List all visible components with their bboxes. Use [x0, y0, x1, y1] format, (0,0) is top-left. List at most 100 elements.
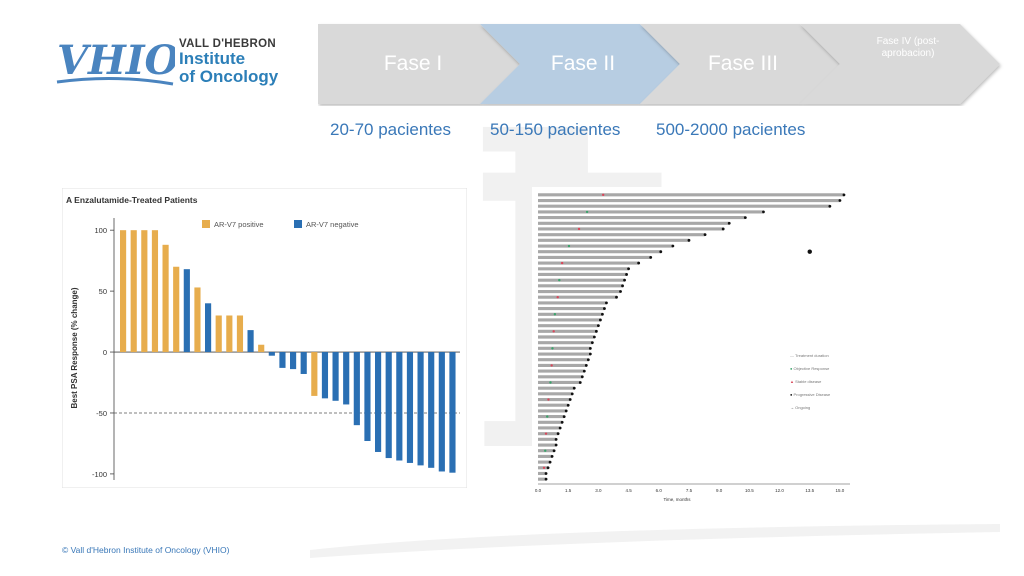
swimmer-end-marker — [619, 290, 622, 293]
chart-a-bar — [290, 352, 297, 370]
chart-a-ytick: -50 — [96, 409, 107, 418]
swimmer-end-marker — [649, 255, 653, 259]
chart-a-bar — [385, 352, 392, 459]
logo-line-3: of Oncology — [179, 66, 279, 86]
swimmer-end-marker — [580, 375, 584, 379]
swimmer-end-marker — [703, 233, 707, 237]
swimmer-end-marker — [603, 307, 606, 310]
chart-a-bar — [247, 330, 254, 353]
chart-a-ylabel: Best PSA Response (% change) — [70, 287, 79, 408]
swimmer-end-marker — [554, 437, 558, 441]
swimmer-end-marker — [671, 244, 675, 248]
swimmer-event-marker — [542, 466, 546, 469]
swimmer-end-marker — [578, 381, 582, 384]
phase-3-patients: 500-2000 pacientes — [656, 120, 806, 139]
chart-a-bar — [396, 352, 403, 461]
phase-chevron-3[interactable] — [640, 24, 840, 104]
swimmer-end-marker — [601, 312, 604, 316]
swimmer-event-marker — [601, 193, 605, 197]
swimmer-end-marker — [762, 210, 765, 214]
logo-line-2: Institute — [179, 49, 246, 69]
swimmer-end-marker — [727, 221, 731, 225]
chart-a-ytick: -100 — [92, 470, 107, 479]
chart-a-title: A Enzalutamide-Treated Patients — [66, 195, 198, 205]
phase-label-1: Fase I — [383, 52, 443, 75]
phase-chevron-2[interactable] — [480, 24, 680, 104]
chart-b-xtick: 3.0 — [595, 488, 602, 493]
phase-1-patients: 20-70 pacientes — [330, 120, 451, 139]
chart-a-bar — [162, 244, 169, 353]
psa-waterfall-chart: A Enzalutamide-Treated Patients Best PSA… — [61, 187, 468, 489]
swimmer-event-marker — [558, 278, 561, 282]
swimmer-end-marker — [556, 432, 560, 436]
swimmer-end-marker — [572, 386, 576, 390]
swimmer-end-marker — [588, 352, 592, 356]
swimmer-end-marker — [562, 415, 566, 419]
swimmer-end-marker — [687, 238, 691, 242]
swimmer-end-marker — [588, 346, 592, 350]
chart-a-bar — [343, 352, 350, 405]
chart-b-xtick: 12.0 — [775, 488, 784, 493]
chart-b-xtick: 1.5 — [565, 488, 572, 493]
chart-a-bar — [236, 315, 244, 353]
swimmer-end-marker — [625, 273, 628, 276]
vhio-logo: VHIO VALL D'HEBRON Institute of Oncology — [55, 18, 295, 98]
swimmer-end-marker — [554, 443, 558, 447]
swimmer-end-marker — [582, 369, 586, 373]
legend-item-response: ● Objective Response — [790, 366, 830, 371]
chart-a-bar — [151, 230, 159, 353]
legend-label-negative: AR-V7 negative — [306, 220, 359, 229]
swimmer-end-marker — [570, 392, 574, 396]
legend-item-ongoing: → Ongoing — [790, 405, 811, 410]
swimmer-end-marker — [594, 329, 598, 333]
swimmer-end-marker — [838, 199, 842, 202]
chart-b-xtick: 9.0 — [716, 488, 723, 493]
swimmer-end-marker — [568, 398, 572, 401]
chart-a-bar — [332, 352, 339, 401]
swimmer-end-marker — [566, 403, 570, 407]
swimmer-end-marker — [584, 364, 588, 367]
chart-a-bar — [226, 315, 233, 353]
vhio-mark-text: VHIO — [57, 37, 175, 84]
phase-2-patients: 50-150 pacientes — [490, 120, 621, 139]
legend-item-progressive: ● Progressive Disease — [790, 392, 831, 397]
vhio-logo-mark: VHIO — [56, 37, 175, 86]
phase-label-4: Fase IV (post-aprobacion) — [876, 36, 940, 59]
swimmer-event-marker — [550, 364, 553, 367]
phase-chevron-1[interactable] — [318, 24, 520, 104]
chart-a-bar — [215, 315, 222, 353]
chart-a-bar — [205, 303, 212, 353]
logo-line-1: VALL D'HEBRON — [179, 38, 276, 50]
chart-b-xtick: 10.5 — [745, 488, 754, 493]
swimmer-end-marker — [560, 420, 564, 424]
swimmer-event-marker — [551, 347, 554, 350]
swimmer-end-marker — [627, 267, 630, 271]
chart-a-bar — [375, 352, 382, 452]
swimmer-legend: — Treatment duration ● Objective Respons… — [790, 354, 830, 419]
chart-b-xtick: 6.0 — [656, 488, 663, 493]
swimmer-plot-chart: 0.0 1.5 3.0 4.5 6.0 7.5 9.0 10.5 12.0 13.5 15.0 Ti… — [532, 187, 854, 502]
swimmer-event-marker — [560, 261, 564, 265]
chart-b-xtick: 15.0 — [836, 488, 845, 493]
swimmer-end-marker — [590, 341, 594, 345]
swimmer-end-marker — [544, 477, 548, 481]
swimmer-event-marker — [549, 381, 552, 384]
swimmer-end-marker — [842, 193, 846, 197]
swimmer-end-marker — [605, 301, 608, 305]
chart-a-bar — [406, 352, 414, 463]
swimmer-end-marker — [592, 335, 596, 339]
chart-a-bar — [353, 352, 360, 426]
chart-a-ytick: 0 — [103, 348, 107, 357]
chart-a-bar — [321, 352, 329, 399]
swimmer-end-marker — [596, 324, 600, 328]
chart-a-bar — [449, 352, 456, 473]
swimmer-event-marker — [552, 330, 555, 333]
chart-b-xtick: 0.0 — [535, 488, 542, 493]
chart-b-xtick: 4.5 — [625, 488, 632, 493]
phase-chevron-4[interactable] — [800, 24, 1000, 104]
legend-item-stable: ▲ Stable disease — [790, 379, 822, 384]
legend-label-positive: AR-V7 positive — [214, 220, 264, 229]
phases-bar: Fase I Fase II Fase III Fase IV (post-ap… — [318, 22, 1008, 106]
chart-a-bar — [279, 352, 286, 368]
swimmer-end-marker — [564, 409, 568, 413]
